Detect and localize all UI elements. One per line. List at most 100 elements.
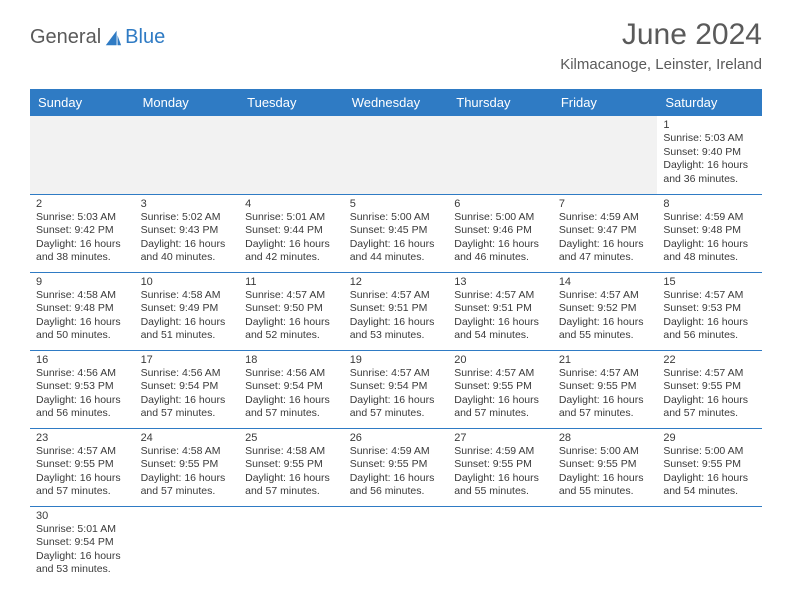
cell-text: Sunrise: 4:59 AM [559, 211, 652, 225]
cell-text: Sunset: 9:44 PM [245, 224, 338, 238]
day-number: 2 [36, 198, 129, 210]
cell-text: Sunset: 9:53 PM [36, 380, 129, 394]
cell-text: and 38 minutes. [36, 251, 129, 265]
cell-text: Daylight: 16 hours [350, 472, 443, 486]
cell-text: Daylight: 16 hours [663, 316, 756, 330]
cell-text: and 42 minutes. [245, 251, 338, 265]
cell-text: Sunrise: 5:01 AM [36, 523, 129, 537]
cell-text: and 50 minutes. [36, 329, 129, 343]
day-number: 29 [663, 432, 756, 444]
cell-text: Sunrise: 5:02 AM [141, 211, 234, 225]
cell-text: and 46 minutes. [454, 251, 547, 265]
calendar-cell: 27Sunrise: 4:59 AMSunset: 9:55 PMDayligh… [448, 428, 553, 506]
cell-text: and 55 minutes. [559, 329, 652, 343]
cell-text: Sunrise: 4:56 AM [36, 367, 129, 381]
cell-text: and 56 minutes. [36, 407, 129, 421]
cell-text: Sunset: 9:52 PM [559, 302, 652, 316]
calendar-cell: 9Sunrise: 4:58 AMSunset: 9:48 PMDaylight… [30, 272, 135, 350]
cell-text: Daylight: 16 hours [141, 238, 234, 252]
cell-text: Sunrise: 5:00 AM [454, 211, 547, 225]
calendar-cell: 29Sunrise: 5:00 AMSunset: 9:55 PMDayligh… [657, 428, 762, 506]
day-number: 16 [36, 354, 129, 366]
day-number: 14 [559, 276, 652, 288]
calendar-cell [135, 116, 240, 194]
cell-text: Sunrise: 4:57 AM [663, 289, 756, 303]
calendar-cell [553, 506, 658, 584]
cell-text: Sunset: 9:45 PM [350, 224, 443, 238]
calendar-cell: 5Sunrise: 5:00 AMSunset: 9:45 PMDaylight… [344, 194, 449, 272]
calendar-cell [135, 506, 240, 584]
cell-text: Daylight: 16 hours [245, 316, 338, 330]
day-number: 3 [141, 198, 234, 210]
calendar-cell: 21Sunrise: 4:57 AMSunset: 9:55 PMDayligh… [553, 350, 658, 428]
calendar-row: 2Sunrise: 5:03 AMSunset: 9:42 PMDaylight… [30, 194, 762, 272]
cell-text: Daylight: 16 hours [454, 394, 547, 408]
calendar-row: 1Sunrise: 5:03 AMSunset: 9:40 PMDaylight… [30, 116, 762, 194]
calendar-cell: 18Sunrise: 4:56 AMSunset: 9:54 PMDayligh… [239, 350, 344, 428]
calendar-cell [553, 116, 658, 194]
day-number: 9 [36, 276, 129, 288]
day-header-row: Sunday Monday Tuesday Wednesday Thursday… [30, 89, 762, 116]
calendar-cell: 15Sunrise: 4:57 AMSunset: 9:53 PMDayligh… [657, 272, 762, 350]
cell-text: Daylight: 16 hours [36, 394, 129, 408]
calendar-cell: 30Sunrise: 5:01 AMSunset: 9:54 PMDayligh… [30, 506, 135, 584]
cell-text: Sunrise: 4:57 AM [36, 445, 129, 459]
day-number: 19 [350, 354, 443, 366]
calendar-cell [239, 116, 344, 194]
cell-text: Daylight: 16 hours [559, 394, 652, 408]
day-number: 24 [141, 432, 234, 444]
location: Kilmacanoge, Leinster, Ireland [560, 56, 762, 73]
header: General Blue June 2024 Kilmacanoge, Lein… [0, 0, 792, 81]
cell-text: Daylight: 16 hours [141, 472, 234, 486]
day-number: 7 [559, 198, 652, 210]
cell-text: Sunset: 9:54 PM [36, 536, 129, 550]
cell-text: Sunrise: 4:56 AM [245, 367, 338, 381]
cell-text: Daylight: 16 hours [559, 238, 652, 252]
cell-text: and 57 minutes. [245, 485, 338, 499]
calendar-cell: 16Sunrise: 4:56 AMSunset: 9:53 PMDayligh… [30, 350, 135, 428]
cell-text: Sunrise: 4:59 AM [350, 445, 443, 459]
calendar-cell: 3Sunrise: 5:02 AMSunset: 9:43 PMDaylight… [135, 194, 240, 272]
cell-text: and 44 minutes. [350, 251, 443, 265]
day-header: Wednesday [344, 89, 449, 116]
cell-text: Sunset: 9:55 PM [559, 380, 652, 394]
calendar-cell: 26Sunrise: 4:59 AMSunset: 9:55 PMDayligh… [344, 428, 449, 506]
cell-text: Sunset: 9:55 PM [350, 458, 443, 472]
cell-text: and 40 minutes. [141, 251, 234, 265]
cell-text: Daylight: 16 hours [663, 394, 756, 408]
cell-text: Daylight: 16 hours [245, 238, 338, 252]
day-number: 5 [350, 198, 443, 210]
day-number: 30 [36, 510, 129, 522]
cell-text: Sunset: 9:55 PM [454, 458, 547, 472]
cell-text: Daylight: 16 hours [245, 394, 338, 408]
cell-text: Sunset: 9:54 PM [245, 380, 338, 394]
calendar-cell: 12Sunrise: 4:57 AMSunset: 9:51 PMDayligh… [344, 272, 449, 350]
cell-text: Daylight: 16 hours [663, 472, 756, 486]
calendar-cell: 28Sunrise: 5:00 AMSunset: 9:55 PMDayligh… [553, 428, 658, 506]
calendar-table: Sunday Monday Tuesday Wednesday Thursday… [30, 89, 762, 584]
calendar-cell [239, 506, 344, 584]
cell-text: Sunrise: 5:00 AM [559, 445, 652, 459]
calendar-cell [448, 506, 553, 584]
day-number: 13 [454, 276, 547, 288]
cell-text: and 57 minutes. [141, 485, 234, 499]
cell-text: Sunset: 9:54 PM [141, 380, 234, 394]
day-number: 10 [141, 276, 234, 288]
cell-text: Daylight: 16 hours [36, 550, 129, 564]
cell-text: Sunset: 9:49 PM [141, 302, 234, 316]
calendar-cell [30, 116, 135, 194]
calendar-cell: 14Sunrise: 4:57 AMSunset: 9:52 PMDayligh… [553, 272, 658, 350]
cell-text: Sunrise: 4:56 AM [141, 367, 234, 381]
day-header: Tuesday [239, 89, 344, 116]
day-header: Sunday [30, 89, 135, 116]
calendar-cell: 24Sunrise: 4:58 AMSunset: 9:55 PMDayligh… [135, 428, 240, 506]
calendar-cell: 17Sunrise: 4:56 AMSunset: 9:54 PMDayligh… [135, 350, 240, 428]
cell-text: Sunset: 9:53 PM [663, 302, 756, 316]
cell-text: and 54 minutes. [454, 329, 547, 343]
cell-text: Sunset: 9:55 PM [245, 458, 338, 472]
cell-text: Daylight: 16 hours [141, 316, 234, 330]
calendar-cell: 4Sunrise: 5:01 AMSunset: 9:44 PMDaylight… [239, 194, 344, 272]
calendar-cell: 13Sunrise: 4:57 AMSunset: 9:51 PMDayligh… [448, 272, 553, 350]
day-header: Monday [135, 89, 240, 116]
cell-text: Daylight: 16 hours [559, 316, 652, 330]
